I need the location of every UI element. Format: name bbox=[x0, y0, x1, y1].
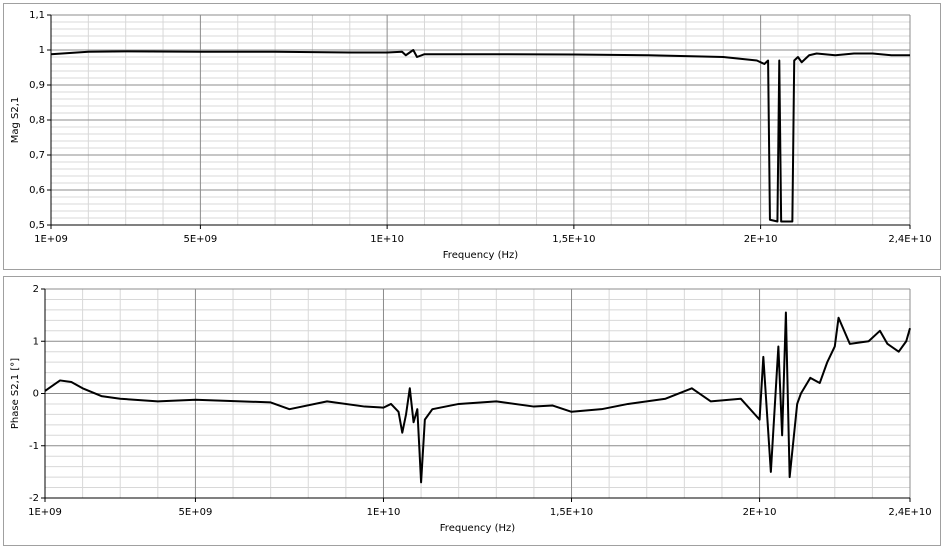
x-axis-label: Frequency (Hz) bbox=[440, 523, 516, 534]
y-tick-label: -2 bbox=[29, 493, 39, 504]
y-tick-label: 1 bbox=[39, 45, 45, 56]
y-tick-label: 1 bbox=[33, 336, 39, 347]
x-tick-label: 2E+10 bbox=[744, 234, 778, 245]
x-tick-label: 5E+09 bbox=[183, 234, 217, 245]
y-tick-label: 2 bbox=[33, 284, 39, 295]
y-axis-label: Mag S2,1 bbox=[10, 97, 21, 144]
y-tick-label: 0 bbox=[33, 389, 39, 400]
y-tick-label: 0,9 bbox=[29, 80, 45, 91]
y-tick-label: 0,5 bbox=[29, 220, 45, 231]
x-tick-label: 1,5E+10 bbox=[552, 234, 595, 245]
x-tick-label: 1E+10 bbox=[367, 507, 401, 518]
x-tick-label: 5E+09 bbox=[179, 507, 213, 518]
x-tick-label: 1E+10 bbox=[370, 234, 404, 245]
y-tick-label: 0,6 bbox=[29, 185, 45, 196]
data-line bbox=[50, 49, 910, 223]
x-tick-label: 1E+09 bbox=[34, 234, 68, 245]
panel-border bbox=[3, 276, 941, 546]
y-tick-label: 1,1 bbox=[29, 10, 45, 21]
y-tick-label: 0,7 bbox=[29, 150, 45, 161]
y-tick-label: -1 bbox=[29, 441, 39, 452]
data-line bbox=[44, 311, 911, 484]
x-axis-label: Frequency (Hz) bbox=[443, 250, 519, 261]
x-tick-label: 2E+10 bbox=[743, 507, 777, 518]
x-tick-label: 1,5E+10 bbox=[550, 507, 593, 518]
y-axis-label: Phase S2,1 [°] bbox=[10, 358, 21, 429]
x-tick-label: 2,4E+10 bbox=[888, 507, 931, 518]
y-tick-label: 0,8 bbox=[29, 115, 45, 126]
x-tick-label: 2,4E+10 bbox=[888, 234, 931, 245]
x-tick-label: 1E+09 bbox=[28, 507, 62, 518]
